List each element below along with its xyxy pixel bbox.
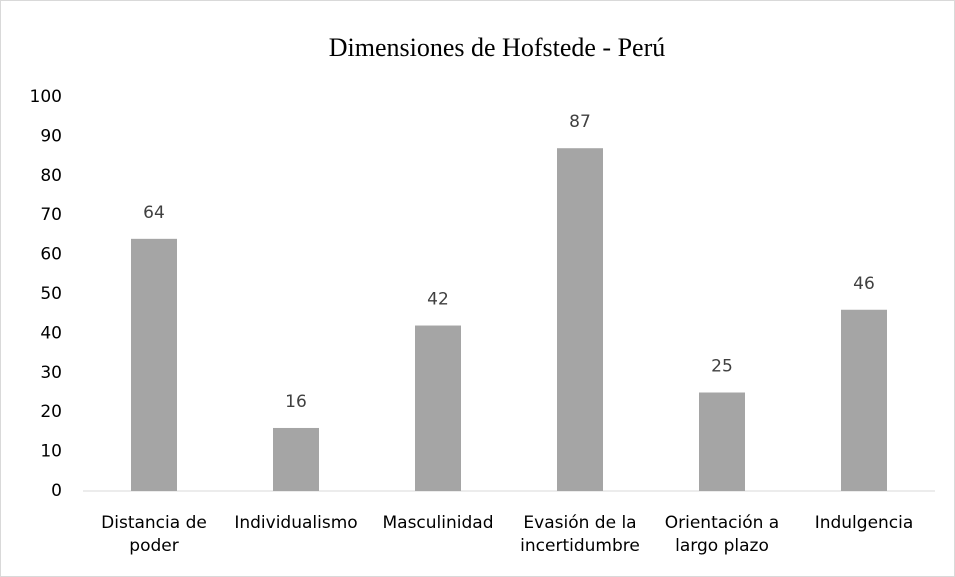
y-tick-label: 60 bbox=[40, 245, 62, 265]
y-tick-label: 100 bbox=[30, 87, 62, 107]
y-tick-label: 40 bbox=[40, 323, 62, 343]
y-tick-label: 70 bbox=[40, 205, 62, 225]
bar bbox=[131, 238, 177, 491]
bar bbox=[699, 392, 745, 491]
y-tick-label: 10 bbox=[40, 442, 62, 462]
value-label: 46 bbox=[853, 274, 875, 294]
value-label: 16 bbox=[285, 392, 307, 412]
y-tick-label: 0 bbox=[51, 481, 62, 501]
value-label: 87 bbox=[569, 112, 591, 132]
y-tick-label: 20 bbox=[40, 402, 62, 422]
y-tick-label: 50 bbox=[40, 284, 62, 304]
x-tick-label: Distancia de poder bbox=[101, 513, 207, 556]
value-label: 42 bbox=[427, 290, 449, 310]
bar bbox=[841, 309, 887, 491]
bar bbox=[273, 427, 319, 491]
bar bbox=[557, 148, 603, 491]
value-label: 64 bbox=[143, 203, 165, 223]
y-tick-label: 80 bbox=[40, 166, 62, 186]
x-tick-label: Indulgencia bbox=[815, 513, 914, 533]
x-tick-label: Evasión de la incertidumbre bbox=[520, 513, 640, 556]
y-tick-label: 30 bbox=[40, 363, 62, 383]
bar bbox=[415, 325, 461, 491]
x-tick-label: Individualismo bbox=[234, 513, 357, 533]
x-tick-label: Orientación a largo plazo bbox=[665, 513, 779, 556]
value-label: 25 bbox=[711, 357, 733, 377]
chart-title: Dimensiones de Hofstede - Perú bbox=[329, 33, 665, 62]
y-tick-label: 90 bbox=[40, 126, 62, 146]
x-tick-label: Masculinidad bbox=[382, 513, 493, 533]
